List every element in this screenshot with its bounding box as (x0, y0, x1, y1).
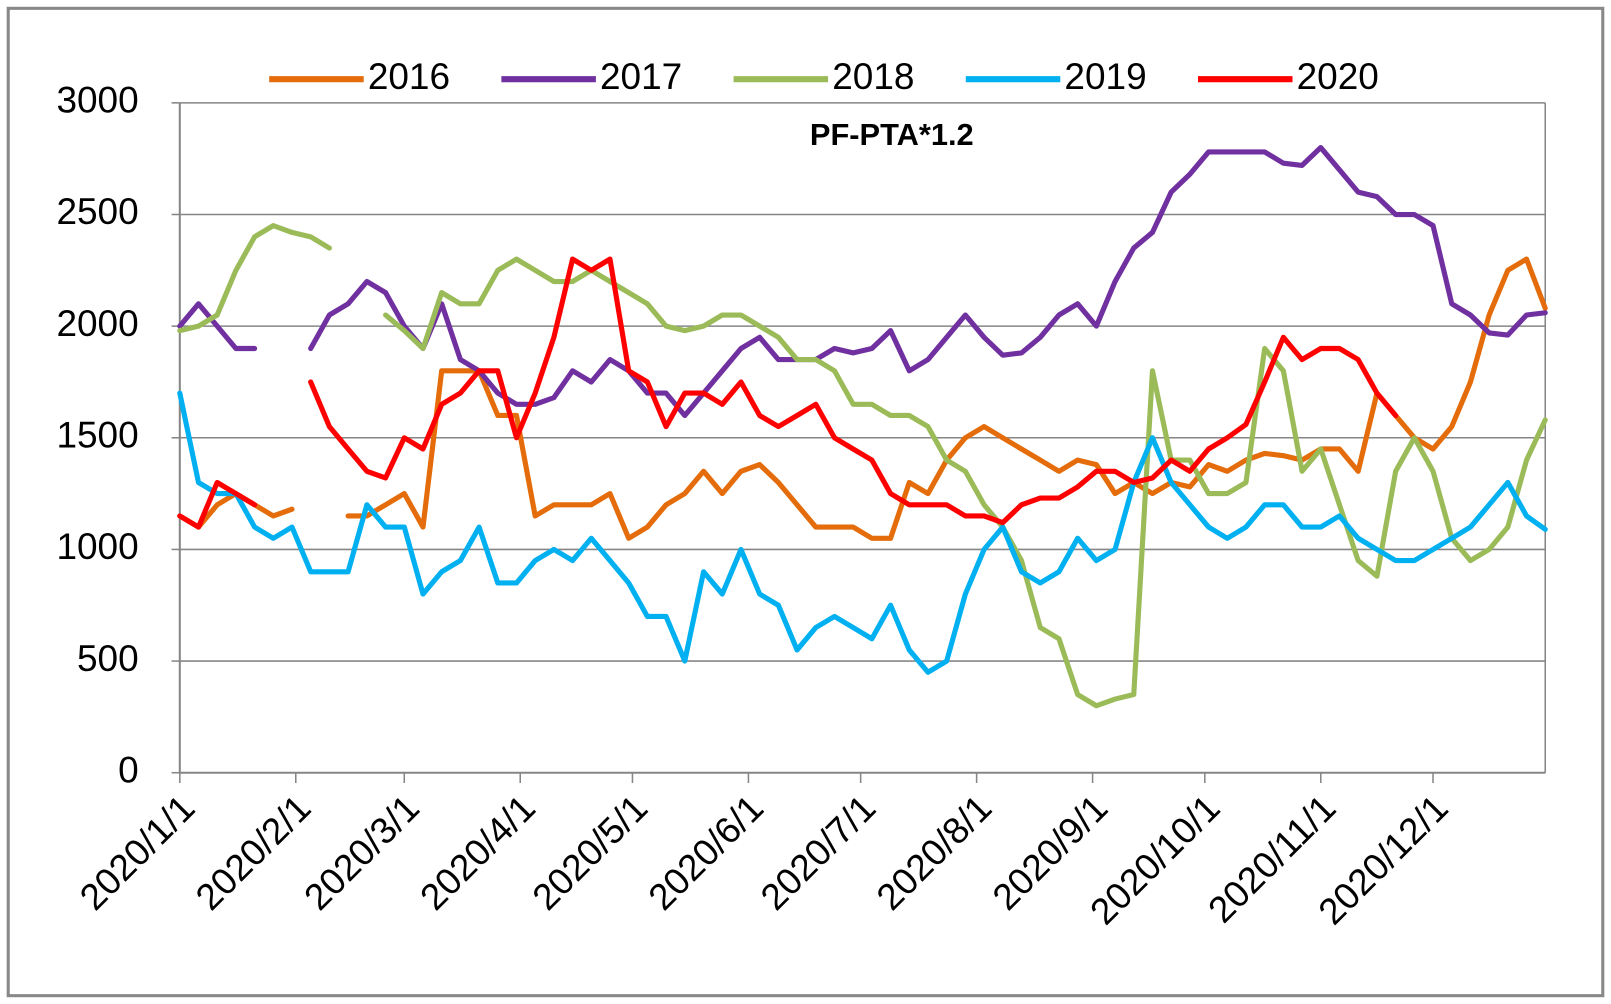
legend-label: 2017 (600, 56, 682, 97)
legend-label: 2019 (1064, 56, 1146, 97)
legend-label: 2016 (368, 56, 450, 97)
series-line (177, 223, 332, 334)
y-tick-label: 3000 (56, 80, 138, 121)
series-line (308, 256, 1399, 526)
y-tick-label: 1500 (56, 415, 138, 456)
series-line (383, 256, 1548, 709)
legend-label: 2020 (1297, 56, 1379, 97)
y-tick-label: 2500 (56, 191, 138, 232)
chart-title: PF-PTA*1.2 (810, 117, 974, 152)
legend-label: 2018 (832, 56, 914, 97)
series-line (177, 390, 1548, 675)
series-line (177, 479, 258, 530)
series-line (177, 301, 258, 352)
series-line (308, 144, 1548, 419)
y-tick-label: 2000 (56, 303, 138, 344)
y-tick-label: 1000 (56, 526, 138, 567)
y-tick-label: 0 (118, 749, 139, 790)
y-tick-label: 500 (77, 638, 139, 679)
